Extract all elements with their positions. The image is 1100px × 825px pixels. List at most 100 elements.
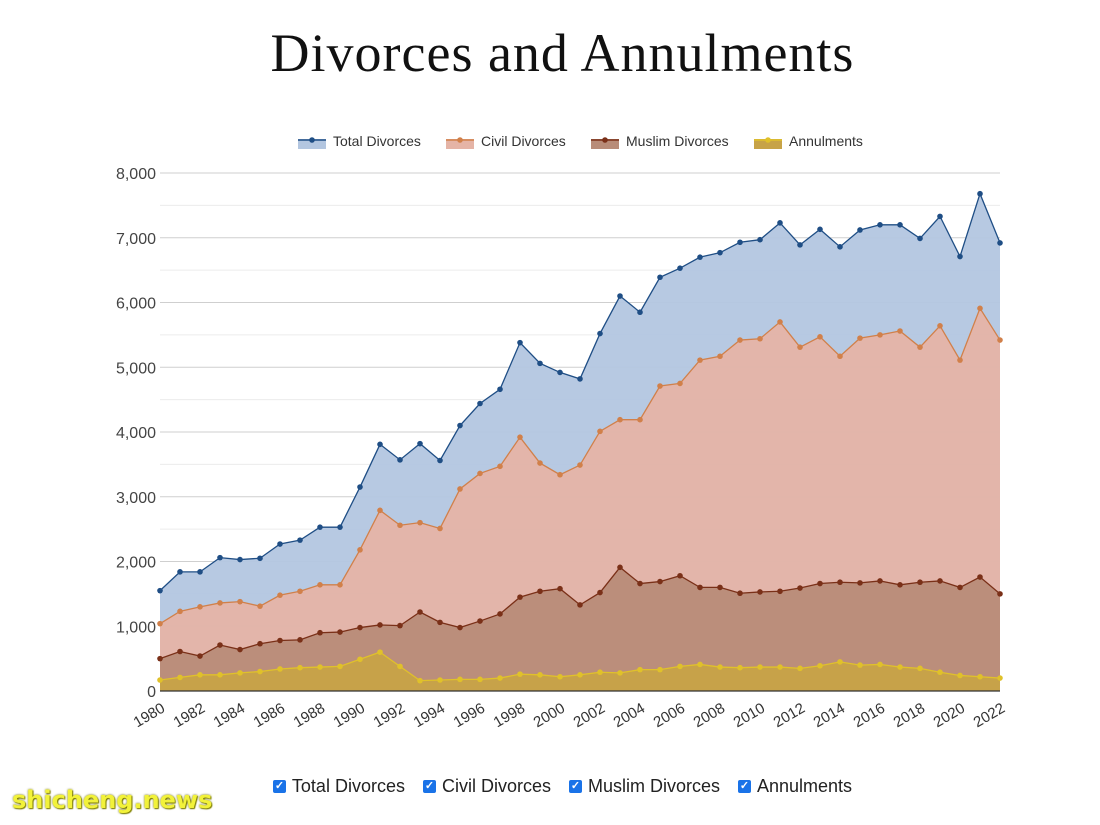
toggle-label: Civil Divorces [441, 776, 551, 796]
point-annulments [737, 664, 743, 671]
point-total-divorces [237, 556, 243, 563]
x-tick-label: 2000 [531, 700, 568, 731]
y-axis: 0 1,000 2,000 3,000 4,000 5,000 6,000 7,000 8,00… [116, 166, 156, 701]
point-muslim-divorces [997, 591, 1003, 597]
toggle-label: Total Divorces [291, 776, 405, 796]
legend-label: Total Divorces [333, 133, 421, 149]
point-muslim-divorces [717, 584, 723, 591]
point-muslim-divorces [537, 588, 543, 595]
point-civil-divorces [357, 547, 363, 553]
point-muslim-divorces [157, 655, 163, 662]
point-annulments [597, 669, 603, 676]
x-tick-label: 2012 [771, 700, 808, 731]
point-total-divorces [777, 220, 783, 226]
legend-item: Muslim Divorces [591, 133, 729, 149]
point-annulments [577, 672, 583, 678]
point-civil-divorces [977, 305, 983, 312]
point-civil-divorces [417, 519, 423, 526]
x-tick-label: 2004 [611, 700, 648, 731]
series-toggles: ✓ Total Divorces ✓ Civil Divorces ✓ Musl… [0, 776, 1100, 797]
point-total-divorces [377, 441, 383, 448]
point-civil-divorces [737, 337, 743, 343]
point-muslim-divorces [877, 578, 883, 584]
point-total-divorces [217, 554, 223, 561]
y-tick-label: 6,000 [116, 296, 156, 313]
point-civil-divorces [597, 428, 603, 435]
point-total-divorces [397, 457, 403, 463]
point-muslim-divorces [637, 580, 643, 587]
x-tick-label: 2002 [571, 700, 608, 731]
point-muslim-divorces [777, 588, 783, 595]
point-total-divorces [877, 222, 883, 228]
point-muslim-divorces [377, 622, 383, 628]
point-civil-divorces [717, 353, 723, 360]
point-total-divorces [257, 555, 263, 562]
point-muslim-divorces [337, 629, 343, 635]
point-annulments [837, 659, 843, 665]
point-total-divorces [337, 524, 343, 530]
checkbox-checked-icon[interactable]: ✓ [422, 780, 436, 793]
toggle-total-divorces[interactable]: ✓ Total Divorces [272, 776, 405, 797]
point-annulments [217, 672, 223, 678]
x-tick-label: 1992 [371, 700, 408, 731]
point-annulments [797, 665, 803, 672]
point-civil-divorces [437, 525, 443, 532]
point-total-divorces [577, 376, 583, 382]
x-tick-label: 2010 [731, 700, 768, 731]
point-muslim-divorces [217, 642, 223, 648]
toggle-annulments[interactable]: ✓ Annulments [738, 776, 852, 797]
point-annulments [417, 677, 423, 684]
point-annulments [437, 677, 443, 683]
point-muslim-divorces [977, 574, 983, 580]
point-annulments [677, 663, 683, 670]
legend-item: Total Divorces [298, 133, 421, 149]
point-total-divorces [917, 235, 923, 242]
point-civil-divorces [517, 434, 523, 440]
point-annulments [517, 671, 523, 677]
point-total-divorces [557, 369, 563, 376]
point-muslim-divorces [297, 637, 303, 643]
point-muslim-divorces [697, 584, 703, 591]
point-muslim-divorces [277, 637, 283, 644]
legend-item: Annulments [754, 133, 863, 149]
checkbox-checked-icon[interactable]: ✓ [272, 780, 286, 793]
point-civil-divorces [577, 462, 583, 468]
checkbox-checked-icon[interactable]: ✓ [568, 780, 582, 793]
legend-item: Civil Divorces [446, 133, 566, 149]
checkbox-checked-icon[interactable]: ✓ [738, 780, 751, 793]
y-tick-label: 5,000 [116, 360, 156, 377]
toggle-civil-divorces[interactable]: ✓ Civil Divorces [422, 776, 551, 797]
point-muslim-divorces [517, 594, 523, 600]
x-tick-label: 1982 [171, 700, 208, 731]
point-muslim-divorces [817, 580, 823, 587]
point-civil-divorces [157, 620, 163, 627]
point-total-divorces [197, 569, 203, 575]
legend-label: Muslim Divorces [626, 133, 729, 149]
point-civil-divorces [877, 332, 883, 338]
point-annulments [157, 677, 163, 683]
point-muslim-divorces [497, 611, 503, 617]
legend: Total Divorces Civil Divorces Muslim Divor… [298, 133, 863, 149]
point-total-divorces [617, 293, 623, 299]
point-annulments [917, 665, 923, 672]
point-total-divorces [277, 541, 283, 547]
toggle-muslim-divorces[interactable]: ✓ Muslim Divorces [568, 776, 720, 797]
point-annulments [457, 676, 463, 683]
divorces-area-chart: 0 1,000 2,000 3,000 4,000 5,000 6,000 7,000 8,00… [116, 133, 1008, 731]
x-tick-label: 2006 [651, 700, 688, 731]
point-muslim-divorces [837, 579, 843, 586]
point-muslim-divorces [957, 584, 963, 591]
point-total-divorces [177, 569, 183, 575]
point-total-divorces [657, 274, 663, 281]
point-muslim-divorces [937, 578, 943, 584]
point-muslim-divorces [857, 580, 863, 586]
point-muslim-divorces [657, 578, 663, 585]
point-annulments [397, 663, 403, 670]
point-annulments [897, 664, 903, 670]
point-civil-divorces [857, 335, 863, 341]
point-annulments [657, 666, 663, 673]
point-muslim-divorces [677, 572, 683, 579]
x-tick-label: 2014 [811, 700, 848, 731]
y-tick-label: 8,000 [116, 166, 156, 183]
point-civil-divorces [917, 344, 923, 350]
